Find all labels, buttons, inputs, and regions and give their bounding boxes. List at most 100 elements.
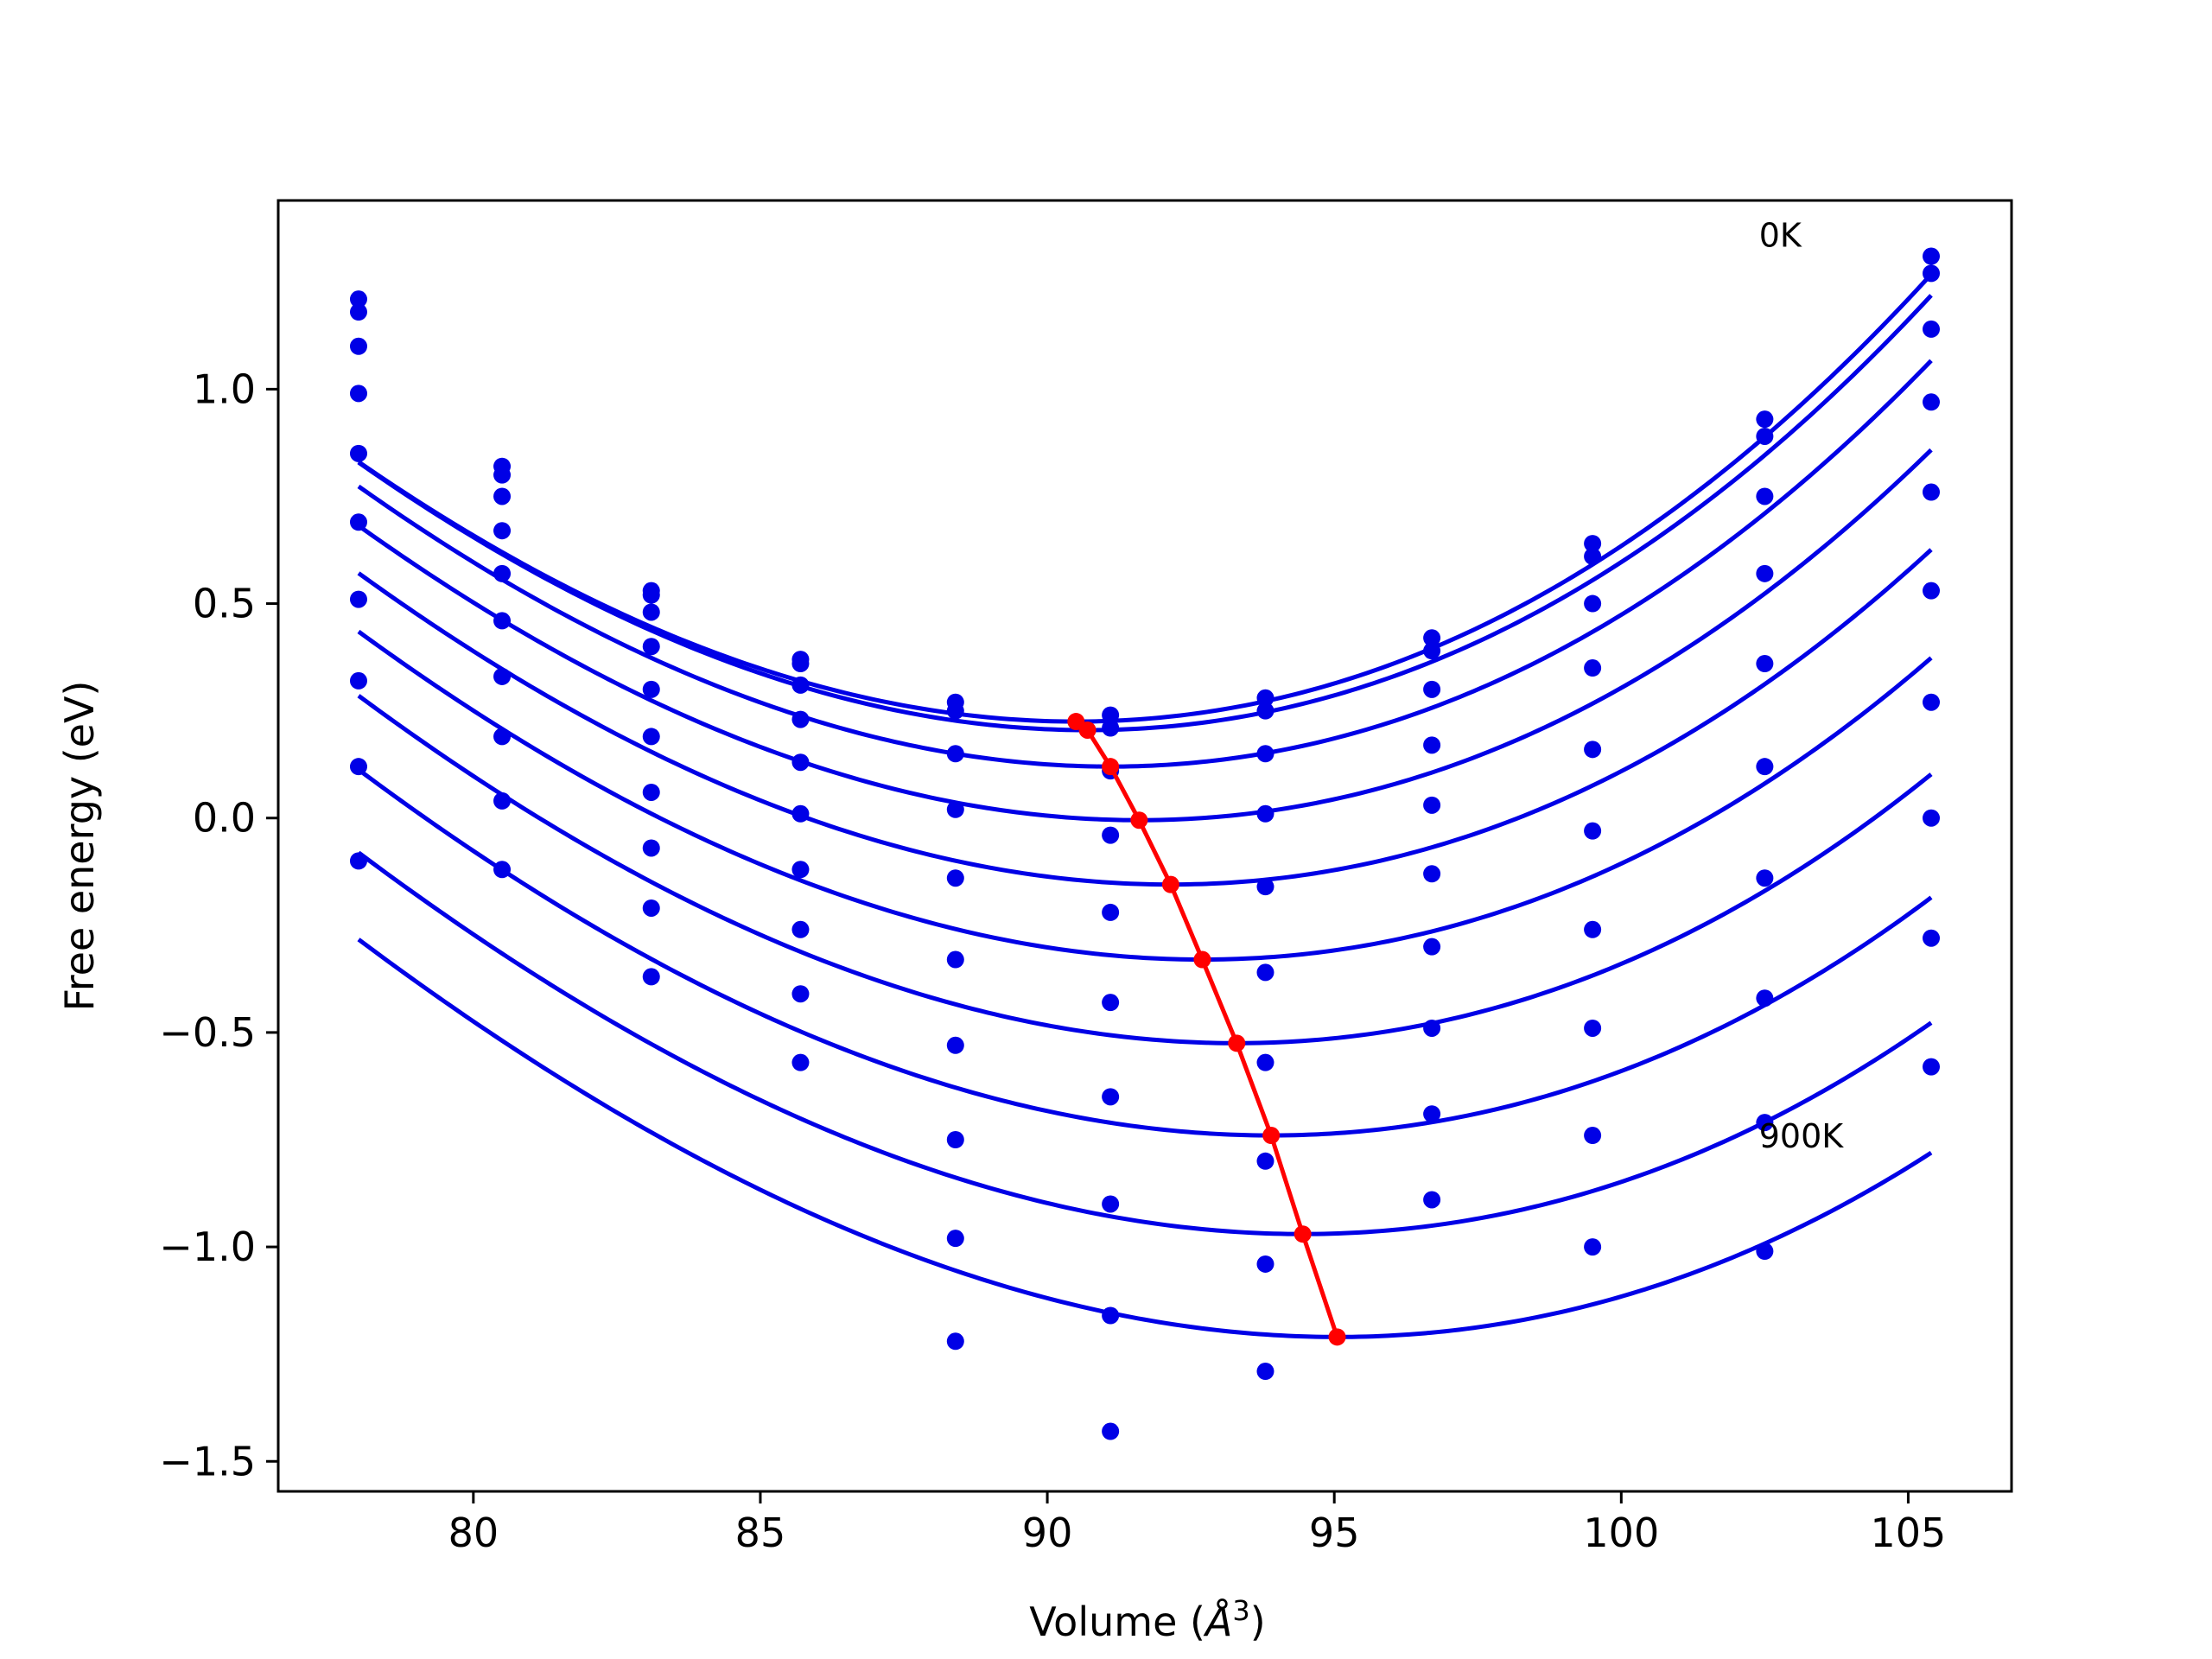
data-point xyxy=(1423,1105,1441,1123)
data-point xyxy=(349,385,367,403)
x-tick-label: 90 xyxy=(1022,1510,1073,1556)
y-tick-label: 0.5 xyxy=(193,581,256,627)
data-point xyxy=(791,861,810,879)
x-tick-label: 80 xyxy=(448,1510,499,1556)
data-point xyxy=(349,290,367,308)
x-axis-label-main: Volume ( xyxy=(1029,1599,1205,1645)
plot-area xyxy=(349,247,1941,1440)
data-point xyxy=(349,758,367,776)
data-point xyxy=(493,487,512,505)
data-point xyxy=(642,783,660,801)
data-point xyxy=(642,899,660,917)
data-point xyxy=(1256,963,1274,982)
fit-curve-100k xyxy=(357,294,1933,733)
x-tick-label: 105 xyxy=(1871,1510,1947,1556)
annotation-label: 900K xyxy=(1759,1117,1845,1155)
data-point xyxy=(642,603,660,621)
data-point xyxy=(946,800,964,818)
data-point xyxy=(1256,1053,1274,1071)
data-point xyxy=(1923,483,1941,501)
data-point xyxy=(1423,796,1441,814)
fit-curve-800k xyxy=(357,850,1933,1236)
y-tick-label: 0.0 xyxy=(193,795,256,842)
data-point xyxy=(1102,903,1120,921)
data-point xyxy=(1102,826,1120,844)
axes: 80 85 90 95 100 105 −1.5 −1.0 −0.5 0.0 0.5 1.0 xyxy=(159,365,1946,1556)
data-point xyxy=(791,920,810,938)
data-point xyxy=(1256,689,1274,707)
y-axis-label: Free energy (eV) xyxy=(56,681,103,1012)
data-point xyxy=(1102,1422,1120,1440)
data-point xyxy=(1256,804,1274,823)
data-point xyxy=(1584,659,1602,677)
fit-curve-200k xyxy=(357,359,1933,769)
data-point xyxy=(1256,878,1274,896)
data-point xyxy=(791,710,810,728)
data-point xyxy=(791,804,810,823)
annotations: 0K 900K xyxy=(1759,217,1845,1155)
data-point xyxy=(1584,822,1602,840)
data-point xyxy=(642,968,660,986)
data-point xyxy=(1102,706,1120,724)
data-point xyxy=(946,1230,964,1248)
data-point xyxy=(493,612,512,630)
data-point xyxy=(1256,1363,1274,1381)
data-point xyxy=(1423,938,1441,956)
data-point xyxy=(1256,745,1274,763)
data-point xyxy=(642,839,660,857)
data-point xyxy=(791,1053,810,1071)
minimum-point xyxy=(1228,1034,1246,1052)
data-point xyxy=(1923,809,1941,827)
minimum-point xyxy=(1294,1225,1312,1243)
data-point xyxy=(642,638,660,656)
data-point xyxy=(1423,865,1441,883)
minimum-point xyxy=(1328,1328,1346,1346)
data-point xyxy=(1102,994,1120,1012)
axes-frame xyxy=(276,199,2013,1493)
minima-line xyxy=(1074,720,1339,1338)
data-point xyxy=(1756,410,1774,429)
data-point xyxy=(1256,702,1274,720)
data-point xyxy=(493,861,512,879)
y-tick-label: 1.0 xyxy=(193,365,256,412)
x-axis-label: Volume (Å3) xyxy=(1029,1594,1265,1645)
data-point xyxy=(1923,693,1941,711)
data-point xyxy=(1102,1088,1120,1106)
data-point xyxy=(1423,1019,1441,1037)
data-point xyxy=(946,1131,964,1148)
data-point xyxy=(946,950,964,969)
data-point xyxy=(493,564,512,582)
data-point xyxy=(349,590,367,608)
data-point xyxy=(1756,1243,1774,1261)
data-point xyxy=(1256,1255,1274,1273)
minimum-point xyxy=(1078,721,1096,739)
data-point xyxy=(1256,1152,1274,1170)
data-point xyxy=(946,1036,964,1054)
data-point xyxy=(642,728,660,746)
data-point xyxy=(1584,594,1602,613)
data-point xyxy=(791,985,810,1003)
data-point xyxy=(1423,1191,1441,1209)
data-point xyxy=(1423,736,1441,754)
data-point xyxy=(493,728,512,746)
data-point xyxy=(1584,535,1602,553)
data-point xyxy=(946,745,964,763)
y-tick-label: −0.5 xyxy=(159,1009,256,1056)
fit-curve-400k xyxy=(357,548,1933,887)
data-point xyxy=(946,702,964,720)
data-point xyxy=(642,586,660,604)
data-point xyxy=(791,676,810,694)
data-point xyxy=(349,852,367,870)
x-tick-label: 85 xyxy=(735,1510,786,1556)
data-point xyxy=(1756,655,1774,673)
fit-curve-700k xyxy=(357,767,1933,1138)
data-point xyxy=(1584,547,1602,565)
data-point xyxy=(791,753,810,772)
data-point xyxy=(1756,1114,1774,1132)
data-point xyxy=(1584,741,1602,759)
data-point xyxy=(946,869,964,887)
data-point xyxy=(1102,719,1120,737)
x-axis-label-unit: Å xyxy=(1203,1599,1232,1645)
data-point xyxy=(1423,642,1441,660)
